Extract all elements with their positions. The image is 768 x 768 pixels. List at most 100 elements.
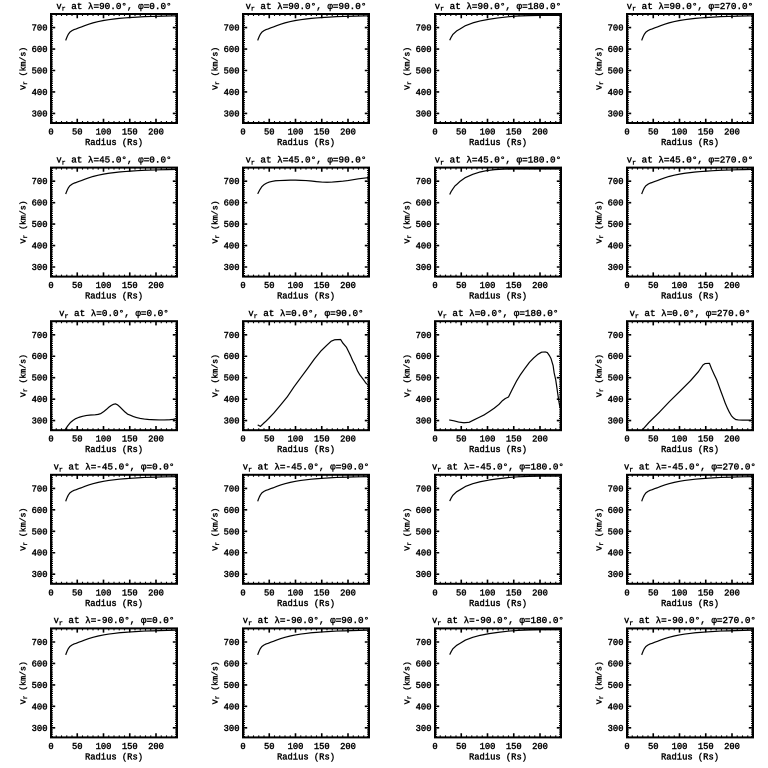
svg-text:vr at λ=90.0°, φ=270.0°: vr at λ=90.0°, φ=270.0° [627, 1, 753, 13]
svg-text:600: 600 [608, 199, 624, 209]
svg-text:vr at λ=-90.0°, φ=180.0°: vr at λ=-90.0°, φ=180.0° [432, 615, 564, 627]
svg-text:300: 300 [32, 109, 48, 119]
svg-text:50: 50 [456, 128, 467, 138]
svg-text:700: 700 [224, 484, 240, 494]
svg-text:Radius (Rs): Radius (Rs) [661, 445, 719, 455]
svg-text:600: 600 [416, 506, 432, 516]
svg-text:500: 500 [32, 374, 48, 384]
svg-text:50: 50 [72, 128, 83, 138]
svg-text:700: 700 [32, 638, 48, 648]
svg-text:600: 600 [416, 352, 432, 362]
svg-text:50: 50 [264, 281, 275, 291]
svg-text:500: 500 [416, 527, 432, 537]
svg-text:600: 600 [224, 659, 240, 669]
svg-text:50: 50 [72, 281, 83, 291]
svg-text:vr at λ=0.0°, φ=0.0°: vr at λ=0.0°, φ=0.0° [59, 308, 169, 320]
svg-text:vr (km/s): vr (km/s) [211, 200, 222, 243]
svg-text:400: 400 [608, 395, 624, 405]
svg-text:vr (km/s): vr (km/s) [19, 661, 30, 704]
svg-text:50: 50 [456, 588, 467, 598]
svg-text:300: 300 [416, 724, 432, 734]
svg-text:0: 0 [624, 128, 629, 138]
svg-text:700: 700 [416, 177, 432, 187]
svg-text:500: 500 [224, 681, 240, 691]
svg-text:200: 200 [724, 588, 740, 598]
svg-text:600: 600 [32, 45, 48, 55]
svg-text:100: 100 [480, 742, 496, 752]
svg-text:200: 200 [148, 588, 164, 598]
svg-text:500: 500 [32, 220, 48, 230]
svg-text:100: 100 [480, 281, 496, 291]
svg-text:400: 400 [224, 702, 240, 712]
svg-text:500: 500 [416, 220, 432, 230]
svg-text:vr (km/s): vr (km/s) [211, 661, 222, 704]
svg-text:100: 100 [288, 742, 304, 752]
svg-text:500: 500 [32, 681, 48, 691]
svg-text:300: 300 [224, 417, 240, 427]
svg-text:Radius (Rs): Radius (Rs) [661, 292, 719, 302]
svg-text:150: 150 [314, 281, 330, 291]
svg-text:vr (km/s): vr (km/s) [19, 200, 30, 243]
svg-text:100: 100 [96, 281, 112, 291]
svg-text:0: 0 [240, 435, 245, 445]
svg-text:700: 700 [32, 331, 48, 341]
svg-text:Radius (Rs): Radius (Rs) [85, 292, 143, 302]
svg-text:400: 400 [608, 702, 624, 712]
svg-text:vr (km/s): vr (km/s) [403, 661, 414, 704]
svg-text:400: 400 [224, 242, 240, 252]
svg-text:500: 500 [608, 374, 624, 384]
svg-text:vr (km/s): vr (km/s) [595, 354, 606, 397]
svg-text:150: 150 [122, 281, 138, 291]
svg-text:0: 0 [48, 128, 53, 138]
svg-text:700: 700 [416, 638, 432, 648]
svg-text:50: 50 [648, 742, 659, 752]
svg-text:200: 200 [148, 128, 164, 138]
svg-text:150: 150 [122, 742, 138, 752]
svg-text:700: 700 [416, 484, 432, 494]
svg-text:100: 100 [480, 128, 496, 138]
svg-text:100: 100 [480, 435, 496, 445]
svg-text:vr (km/s): vr (km/s) [595, 661, 606, 704]
svg-text:vr at λ=-45.0°, φ=180.0°: vr at λ=-45.0°, φ=180.0° [432, 462, 564, 474]
svg-text:100: 100 [672, 281, 688, 291]
svg-text:200: 200 [532, 435, 548, 445]
svg-text:vr at λ=45.0°, φ=0.0°: vr at λ=45.0°, φ=0.0° [56, 154, 171, 166]
svg-text:0: 0 [240, 742, 245, 752]
svg-text:100: 100 [288, 435, 304, 445]
svg-text:300: 300 [608, 724, 624, 734]
svg-text:300: 300 [32, 263, 48, 273]
svg-text:50: 50 [264, 128, 275, 138]
svg-text:150: 150 [698, 588, 714, 598]
svg-text:150: 150 [698, 742, 714, 752]
svg-text:200: 200 [532, 588, 548, 598]
svg-text:150: 150 [506, 742, 522, 752]
svg-text:500: 500 [224, 220, 240, 230]
svg-text:400: 400 [416, 242, 432, 252]
svg-text:700: 700 [608, 484, 624, 494]
svg-text:50: 50 [72, 742, 83, 752]
svg-text:500: 500 [416, 66, 432, 76]
svg-text:400: 400 [416, 549, 432, 559]
svg-text:0: 0 [624, 281, 629, 291]
svg-text:600: 600 [32, 506, 48, 516]
svg-text:700: 700 [608, 24, 624, 34]
svg-text:100: 100 [672, 128, 688, 138]
svg-text:300: 300 [224, 109, 240, 119]
svg-text:Radius (Rs): Radius (Rs) [469, 599, 527, 609]
svg-text:Radius (Rs): Radius (Rs) [85, 445, 143, 455]
svg-text:vr at λ=45.0°, φ=90.0°: vr at λ=45.0°, φ=90.0° [246, 154, 367, 166]
svg-text:150: 150 [314, 435, 330, 445]
svg-text:vr at λ=45.0°, φ=270.0°: vr at λ=45.0°, φ=270.0° [627, 154, 753, 166]
svg-text:vr (km/s): vr (km/s) [403, 508, 414, 551]
svg-text:200: 200 [532, 281, 548, 291]
svg-text:100: 100 [288, 281, 304, 291]
svg-text:300: 300 [608, 570, 624, 580]
svg-text:50: 50 [456, 742, 467, 752]
svg-text:vr (km/s): vr (km/s) [595, 47, 606, 90]
svg-text:300: 300 [32, 570, 48, 580]
svg-text:500: 500 [608, 527, 624, 537]
svg-text:600: 600 [608, 659, 624, 669]
svg-text:0: 0 [432, 588, 437, 598]
svg-text:700: 700 [608, 331, 624, 341]
svg-text:150: 150 [122, 128, 138, 138]
